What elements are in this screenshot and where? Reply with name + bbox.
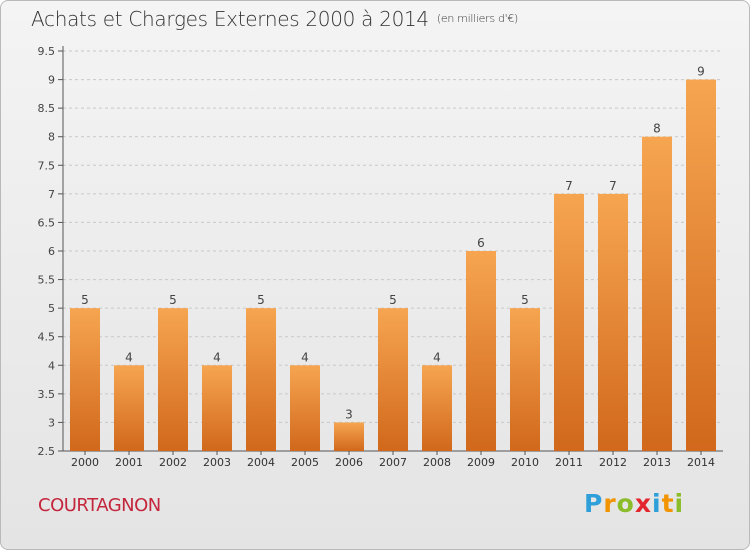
x-tick-label: 2012: [599, 456, 627, 469]
data-label: 4: [213, 350, 221, 364]
y-tick-label: 8.5: [38, 102, 56, 115]
logo-letter: i: [652, 489, 662, 518]
logo-letter: i: [674, 489, 685, 518]
x-tick-label: 2002: [159, 456, 187, 469]
y-tick-label: 7.5: [38, 159, 56, 172]
bar: [378, 308, 408, 451]
bar: [334, 422, 364, 451]
x-tick-label: 2000: [71, 456, 99, 469]
bar: [466, 251, 496, 451]
data-label: 8: [653, 122, 661, 136]
data-label: 7: [609, 179, 617, 193]
x-tick-label: 2011: [555, 456, 583, 469]
data-label: 9: [697, 65, 705, 79]
data-label: 5: [169, 293, 177, 307]
logo-letter: t: [661, 489, 675, 518]
logo-letter: P: [584, 489, 604, 518]
y-tick-label: 8: [48, 131, 55, 144]
y-tick-label: 5.5: [38, 274, 56, 287]
x-tick-label: 2001: [115, 456, 143, 469]
data-label: 7: [565, 179, 573, 193]
y-tick-label: 4.5: [38, 331, 56, 344]
y-tick-label: 9: [48, 74, 55, 87]
y-tick-label: 7: [48, 188, 55, 201]
data-label: 3: [345, 407, 353, 421]
bar: [554, 193, 584, 451]
y-tick-label: 4: [48, 359, 55, 372]
proxiti-logo: Proxiti: [584, 489, 684, 518]
bar: [598, 193, 628, 451]
bar: [510, 308, 540, 451]
x-tick-label: 2005: [291, 456, 319, 469]
x-tick-label: 2004: [247, 456, 275, 469]
bar: [642, 136, 672, 451]
location-name: COURTAGNON: [38, 495, 161, 516]
data-label: 6: [477, 236, 485, 250]
chart-title: Achats et Charges Externes 2000 à 2014 (e…: [31, 7, 518, 31]
chart-title-text: Achats et Charges Externes 2000 à 2014: [31, 7, 429, 31]
x-tick-label: 2007: [379, 456, 407, 469]
logo-letter: x: [634, 489, 652, 518]
bar: [290, 365, 320, 451]
y-tick-label: 6.5: [38, 216, 56, 229]
x-tick-label: 2006: [335, 456, 363, 469]
data-label: 5: [389, 293, 397, 307]
x-tick-label: 2003: [203, 456, 231, 469]
data-label: 4: [301, 350, 309, 364]
data-label: 4: [125, 350, 133, 364]
data-label: 5: [81, 293, 89, 307]
x-tick-label: 2014: [687, 456, 715, 469]
y-tick-label: 3: [48, 416, 55, 429]
data-label: 4: [433, 350, 441, 364]
chart-subtitle: (en milliers d'€): [436, 12, 519, 25]
bar: [246, 308, 276, 451]
x-tick-label: 2009: [467, 456, 495, 469]
bar: [202, 365, 232, 451]
y-tick-label: 9.5: [38, 45, 56, 58]
bar: [158, 308, 188, 451]
y-tick-label: 2.5: [38, 445, 56, 458]
bar: [422, 365, 452, 451]
y-tick-label: 5: [48, 302, 55, 315]
y-tick-label: 6: [48, 245, 55, 258]
logo-letter: r: [603, 489, 617, 518]
data-label: 5: [521, 293, 529, 307]
bar: [70, 308, 100, 451]
data-label: 5: [257, 293, 265, 307]
bar: [686, 79, 716, 452]
x-tick-label: 2010: [511, 456, 539, 469]
y-tick-label: 3.5: [38, 388, 56, 401]
x-tick-label: 2013: [643, 456, 671, 469]
bar: [114, 365, 144, 451]
x-tick-label: 2008: [423, 456, 451, 469]
logo-letter: o: [616, 489, 635, 518]
